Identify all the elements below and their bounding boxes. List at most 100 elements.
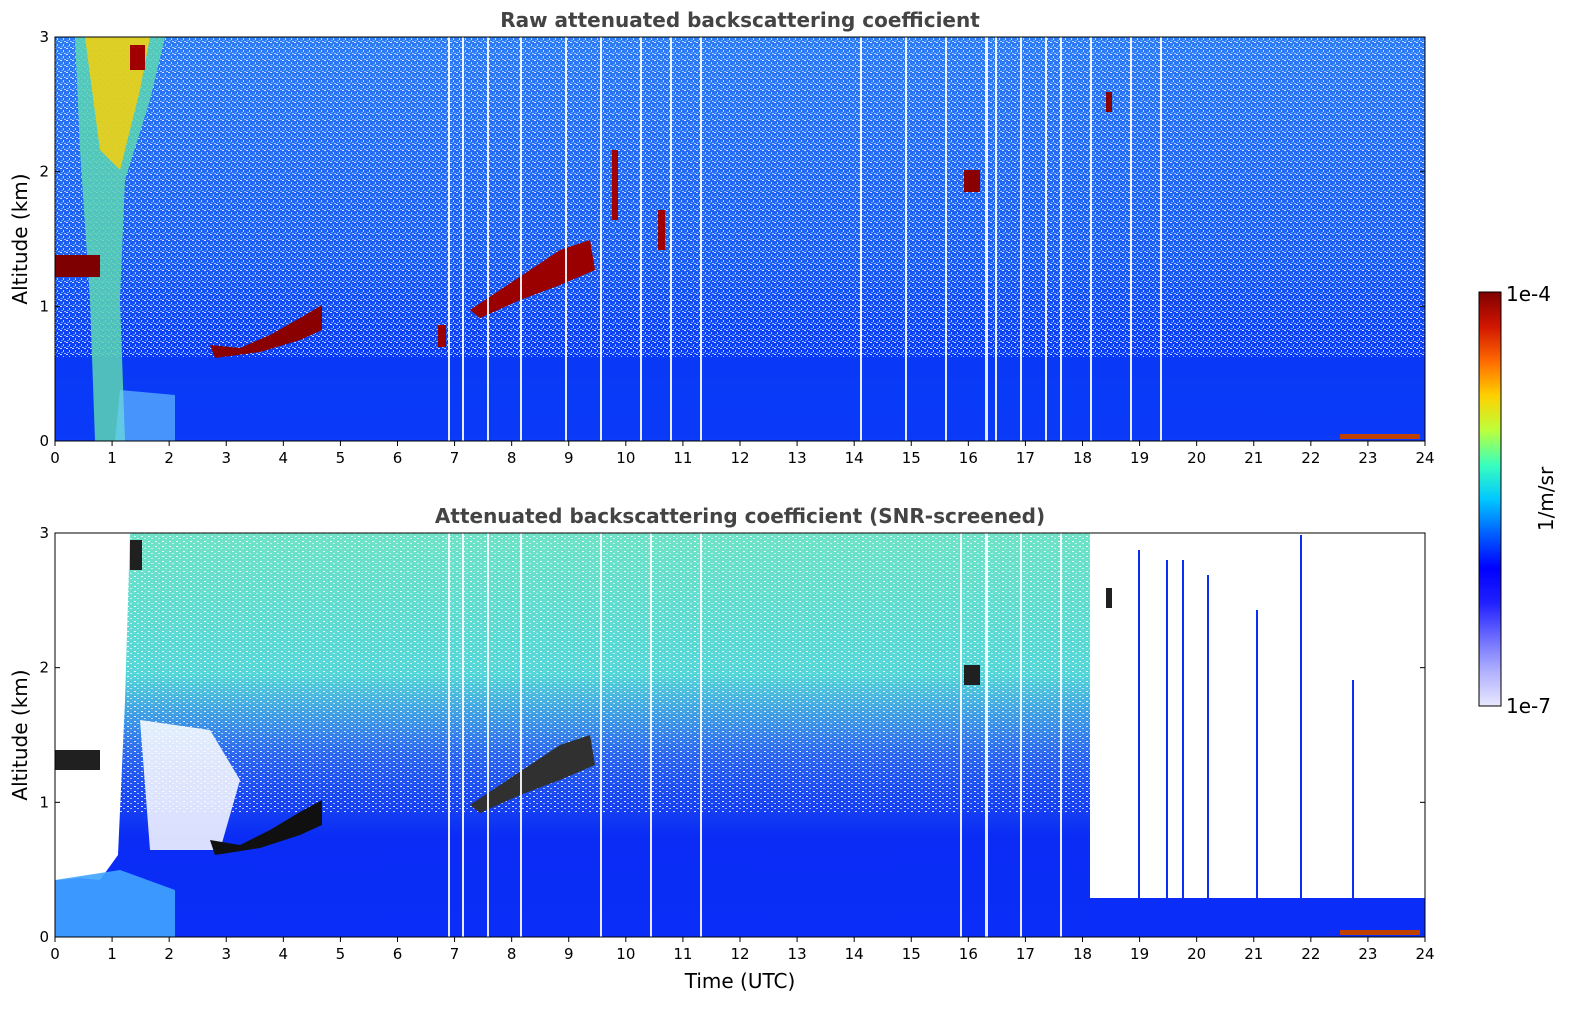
heatmap-screened xyxy=(55,533,1425,937)
surface-feature xyxy=(1340,434,1420,439)
x-tick-label: 23 xyxy=(1358,945,1377,963)
x-tick-label: 1 xyxy=(107,449,117,467)
colorbar-bar xyxy=(1478,291,1502,707)
x-axis: 0 1 2 3 4 5 6 7 8 9 10 11 12 13 14 15 16 17 18 19 20 21 22 23 24 xyxy=(50,937,1435,963)
y-axis-label: Altitude (km) xyxy=(8,173,32,304)
cloud-feature xyxy=(210,305,322,358)
x-tick-label: 9 xyxy=(564,449,574,467)
x-tick-label: 14 xyxy=(845,449,864,467)
y-axis: 0 1 2 3 xyxy=(39,28,1425,450)
cloud-feature xyxy=(964,665,980,685)
cloud-feature xyxy=(612,150,618,220)
x-tick-label: 12 xyxy=(730,449,749,467)
boundary-layer xyxy=(55,360,1425,441)
cloud-feature xyxy=(470,240,595,318)
x-tick-label: 3 xyxy=(221,945,231,963)
x-tick-label: 6 xyxy=(393,449,403,467)
aerosol-plume xyxy=(75,37,165,441)
colorbar-label: 1/m/sr xyxy=(1534,466,1558,531)
cloud-feature xyxy=(130,45,145,70)
surface-feature xyxy=(1340,930,1420,935)
cloud-feature xyxy=(964,170,980,192)
x-tick-label: 11 xyxy=(673,449,692,467)
x-tick-label: 0 xyxy=(50,945,60,963)
y-axis: 0 1 2 3 xyxy=(39,524,1425,946)
surface-layer-early xyxy=(55,870,175,937)
x-tick-label: 2 xyxy=(164,449,174,467)
x-tick-label: 11 xyxy=(673,945,692,963)
colorbar: 1e-4 1e-7 1/m/sr xyxy=(1478,282,1558,718)
x-tick-label: 10 xyxy=(616,945,635,963)
x-tick-label: 22 xyxy=(1301,945,1320,963)
late-day-spikes xyxy=(1138,535,1354,898)
x-tick-label: 13 xyxy=(788,449,807,467)
cloud-feature xyxy=(130,540,142,570)
x-tick-label: 8 xyxy=(507,945,517,963)
cloud-feature xyxy=(1106,92,1112,112)
x-tick-label: 17 xyxy=(1016,945,1035,963)
x-tick-label: 5 xyxy=(336,449,346,467)
x-tick-label: 10 xyxy=(616,449,635,467)
x-tick-label: 14 xyxy=(845,945,864,963)
panel-screened: Attenuated backscattering coefficient (S… xyxy=(8,504,1435,993)
x-tick-label: 18 xyxy=(1073,945,1092,963)
x-tick-label: 24 xyxy=(1415,945,1434,963)
x-axis: 0 1 2 3 4 5 6 7 8 9 10 11 12 13 14 15 16 17 18 19 20 21 22 23 24 xyxy=(50,441,1435,467)
x-tick-label: 4 xyxy=(279,945,289,963)
cloud-feature xyxy=(55,255,100,277)
x-tick-label: 24 xyxy=(1415,449,1434,467)
x-tick-label: 13 xyxy=(788,945,807,963)
x-tick-label: 15 xyxy=(902,945,921,963)
colorbar-max-label: 1e-4 xyxy=(1506,282,1551,306)
y-tick-label: 3 xyxy=(39,28,49,46)
chart-title: Raw attenuated backscattering coefficien… xyxy=(500,8,980,32)
x-tick-label: 21 xyxy=(1244,945,1263,963)
data-gaps xyxy=(448,533,1062,937)
screened-region xyxy=(55,533,130,880)
x-tick-label: 16 xyxy=(959,449,978,467)
x-tick-label: 5 xyxy=(336,945,346,963)
x-tick-label: 3 xyxy=(221,449,231,467)
heatmap-raw xyxy=(55,37,1425,441)
y-axis-label: Altitude (km) xyxy=(8,669,32,800)
x-tick-label: 17 xyxy=(1016,449,1035,467)
x-tick-label: 4 xyxy=(279,449,289,467)
x-tick-label: 15 xyxy=(902,449,921,467)
x-tick-label: 12 xyxy=(730,945,749,963)
x-tick-label: 6 xyxy=(393,945,403,963)
x-tick-label: 20 xyxy=(1187,449,1206,467)
y-tick-label: 2 xyxy=(39,163,49,181)
colorbar-min-label: 1e-7 xyxy=(1506,694,1551,718)
y-tick-label: 1 xyxy=(39,297,49,315)
y-tick-label: 3 xyxy=(39,524,49,542)
chart-title: Attenuated backscattering coefficient (S… xyxy=(435,504,1045,528)
x-tick-label: 2 xyxy=(164,945,174,963)
cloud-feature xyxy=(470,735,595,813)
x-axis-label: Time (UTC) xyxy=(684,969,796,993)
cloud-feature xyxy=(55,750,100,770)
x-tick-label: 21 xyxy=(1244,449,1263,467)
x-tick-label: 23 xyxy=(1358,449,1377,467)
x-tick-label: 7 xyxy=(450,449,460,467)
data-gaps xyxy=(448,37,1162,441)
x-tick-label: 18 xyxy=(1073,449,1092,467)
y-tick-label: 1 xyxy=(39,793,49,811)
x-tick-label: 22 xyxy=(1301,449,1320,467)
x-tick-label: 9 xyxy=(564,945,574,963)
screened-region xyxy=(140,720,240,850)
x-tick-label: 19 xyxy=(1130,945,1149,963)
cloud-feature xyxy=(1106,588,1112,608)
y-tick-label: 0 xyxy=(39,432,49,450)
heatmap-noise xyxy=(55,37,1425,357)
cloud-feature xyxy=(658,210,665,250)
x-tick-label: 1 xyxy=(107,945,117,963)
x-tick-label: 16 xyxy=(959,945,978,963)
x-tick-label: 0 xyxy=(50,449,60,467)
cloud-feature xyxy=(438,325,446,347)
panel-raw: Raw attenuated backscattering coefficien… xyxy=(8,8,1435,467)
surface-layer-early xyxy=(115,390,175,441)
y-tick-label: 0 xyxy=(39,928,49,946)
x-tick-label: 8 xyxy=(507,449,517,467)
aerosol-plume-core xyxy=(85,37,150,170)
